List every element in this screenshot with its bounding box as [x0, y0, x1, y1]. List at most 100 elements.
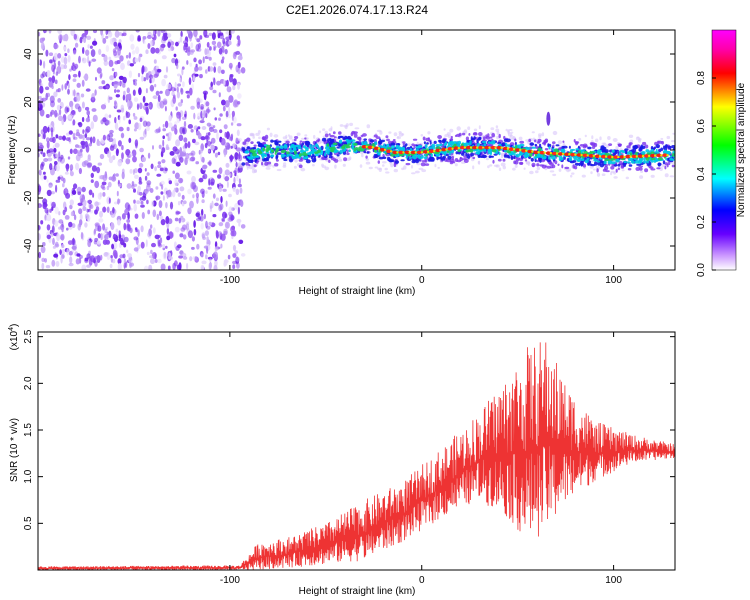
signal-cell [420, 162, 426, 167]
signal-peak-edge [451, 147, 454, 150]
noise-speck [165, 202, 168, 209]
signal-cell [321, 163, 324, 167]
signal-peak [404, 150, 410, 155]
noise-speck [224, 213, 228, 218]
noise-speck [232, 78, 237, 86]
noise-speck [178, 217, 181, 224]
noise-speck [116, 109, 122, 113]
noise-speck [165, 144, 169, 151]
noise-speck [118, 126, 124, 132]
noise-speck [118, 39, 122, 44]
noise-speck [162, 124, 165, 128]
noise-speck [138, 176, 142, 183]
signal-peak [398, 150, 404, 155]
noise-speck [204, 230, 209, 237]
signal-cell [293, 150, 297, 155]
noise-speck [82, 129, 85, 135]
noise-speck [118, 75, 124, 80]
noise-speck [192, 138, 196, 144]
signal-cell [471, 138, 475, 141]
noise-speck [58, 211, 61, 216]
signal-cell [459, 156, 462, 160]
noise-speck [189, 157, 195, 162]
signal-cell [552, 173, 557, 177]
signal-cell [274, 162, 279, 167]
signal-peak [650, 153, 656, 158]
signal-cell [253, 164, 257, 168]
signal-cell [608, 143, 613, 147]
snr-series [38, 342, 675, 570]
noise-speck [179, 186, 185, 192]
signal-cell [664, 145, 668, 148]
signal-cell [650, 157, 656, 161]
noise-speck [161, 78, 167, 87]
noise-speck [129, 152, 133, 158]
noise-speck [104, 234, 109, 240]
noise-speck [125, 261, 128, 268]
signal-cell [502, 158, 506, 162]
noise-speck [174, 217, 179, 222]
noise-speck [75, 94, 81, 102]
colorbar-tick-label: 0.4 [696, 167, 707, 181]
signal-cell [564, 166, 570, 170]
noise-speck [156, 173, 162, 177]
signal-cell [542, 153, 545, 157]
noise-speck [94, 201, 99, 207]
signal-cell [558, 157, 562, 161]
signal-cell [265, 157, 268, 161]
signal-cell [478, 125, 481, 130]
signal-cell [587, 146, 592, 150]
noise-speck [211, 40, 217, 46]
noise-speck [63, 57, 68, 65]
noise-speck [237, 101, 241, 105]
noise-speck [126, 183, 132, 189]
noise-speck [64, 83, 67, 90]
signal-spike [546, 111, 551, 126]
signal-cell [591, 146, 596, 149]
noise-speck [48, 30, 52, 34]
noise-speck [155, 90, 160, 96]
signal-cell [375, 136, 381, 140]
noise-speck [59, 249, 62, 256]
noise-speck [53, 43, 59, 50]
signal-cell [604, 158, 608, 162]
noise-speck [173, 94, 176, 99]
noise-speck [174, 81, 177, 90]
noise-speck [177, 83, 182, 87]
noise-speck [223, 124, 228, 130]
signal-cell [641, 151, 646, 155]
noise-speck [62, 183, 65, 188]
noise-speck [228, 95, 234, 103]
noise-speck [225, 200, 228, 207]
noise-speck [112, 207, 115, 214]
signal-cell [249, 132, 254, 137]
signal-cell [580, 149, 585, 152]
signal-cell [513, 155, 516, 160]
noise-speck [146, 182, 151, 188]
noise-speck [102, 174, 108, 182]
noise-speck [61, 244, 65, 249]
signal-cell [330, 148, 335, 153]
signal-cell [597, 160, 600, 163]
noise-speck [38, 225, 41, 231]
signal-cell [312, 164, 315, 167]
signal-cell [557, 140, 563, 145]
signal-cell [288, 135, 293, 140]
signal-cell [324, 130, 328, 135]
noise-speck [218, 231, 223, 237]
noise-speck [114, 122, 119, 130]
signal-cell [402, 141, 406, 144]
noise-speck [175, 161, 181, 167]
noise-speck [80, 231, 84, 240]
noise-speck [133, 236, 139, 241]
noise-speck [96, 240, 101, 245]
noise-speck [146, 121, 151, 127]
signal-cell [245, 162, 249, 166]
noise-speck [146, 180, 152, 186]
signal-peak-edge [433, 150, 436, 153]
signal-cell [289, 149, 294, 153]
signal-cell [374, 166, 379, 169]
signal-cell [617, 143, 622, 146]
noise-speck [103, 206, 106, 213]
noise-speck [203, 30, 208, 38]
